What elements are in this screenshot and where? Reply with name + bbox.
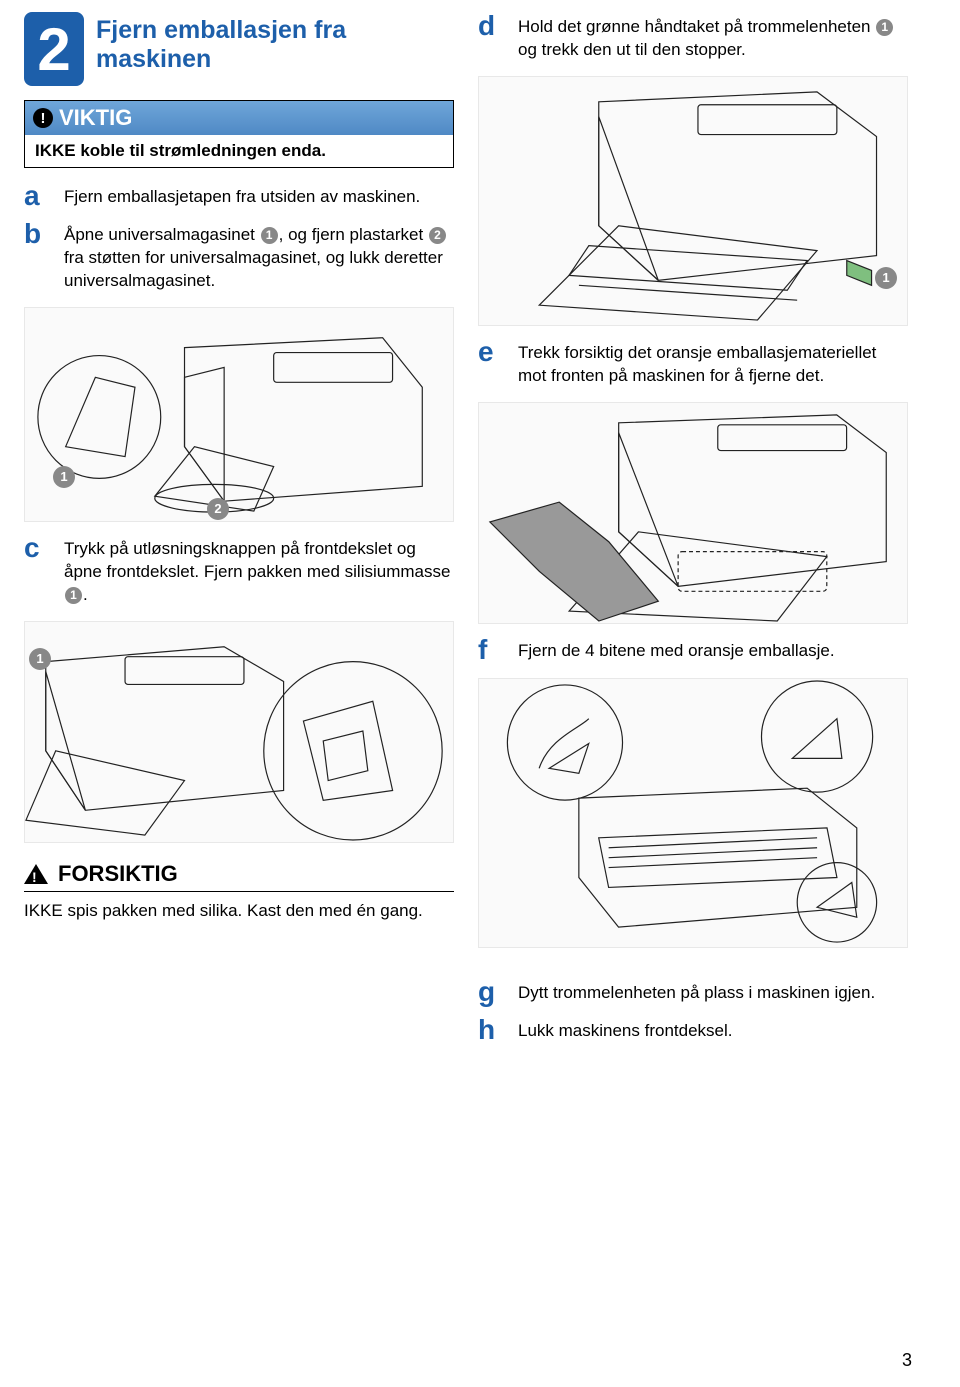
badge-1-icon: 1: [261, 227, 278, 244]
page-number: 3: [902, 1350, 912, 1371]
substep-f: f Fjern de 4 bitene med oransje emballas…: [478, 636, 908, 664]
substep-a: a Fjern emballasjetapen fra utsiden av m…: [24, 182, 454, 210]
substep-text: Trykk på utløsningsknappen på frontdeksl…: [64, 534, 454, 607]
badge-1-icon: 1: [875, 267, 897, 289]
important-icon: !: [33, 108, 53, 128]
illustration-b: 1 2: [24, 307, 454, 522]
printer-line-drawing-icon: [25, 622, 453, 842]
substep-letter: h: [478, 1016, 504, 1044]
substep-letter: f: [478, 636, 504, 664]
step-header: 2 Fjern emballasjen fra maskinen: [24, 12, 454, 86]
substep-text: Dytt trommelenheten på plass i maskinen …: [518, 978, 875, 1006]
printer-line-drawing-icon: [479, 403, 907, 623]
illustration-f: [478, 678, 908, 948]
substep-text: Lukk maskinens frontdeksel.: [518, 1016, 733, 1044]
substep-letter: a: [24, 182, 50, 210]
substep-h: h Lukk maskinens frontdeksel.: [478, 1016, 908, 1044]
substep-text: Hold det grønne håndtaket på trommelenhe…: [518, 12, 908, 62]
substep-text: Fjern de 4 bitene med oransje emballasje…: [518, 636, 835, 664]
important-box: ! VIKTIG IKKE koble til strømledningen e…: [24, 100, 454, 168]
caution-body: IKKE spis pakken med silika. Kast den me…: [24, 900, 454, 923]
substep-e: e Trekk forsiktig det oransje emballasje…: [478, 338, 908, 388]
substep-text: Fjern emballasjetapen fra utsiden av mas…: [64, 182, 420, 210]
printer-line-drawing-icon: [25, 308, 453, 521]
substep-text: Trekk forsiktig det oransje emballasjema…: [518, 338, 908, 388]
badge-1-icon: 1: [53, 466, 75, 488]
substep-letter: c: [24, 534, 50, 607]
important-label: VIKTIG: [59, 105, 132, 131]
warning-triangle-icon: [24, 864, 48, 884]
important-header: ! VIKTIG: [25, 101, 453, 135]
caution-header: FORSIKTIG: [24, 861, 454, 892]
badge-1-icon: 1: [29, 648, 51, 670]
illustration-d: 1: [478, 76, 908, 326]
substep-letter: e: [478, 338, 504, 388]
caution-label: FORSIKTIG: [58, 861, 178, 887]
illustration-e: [478, 402, 908, 624]
illustration-c: 1: [24, 621, 454, 843]
substep-letter: b: [24, 220, 50, 293]
printer-line-drawing-icon: [479, 679, 907, 947]
step-title: Fjern emballasjen fra maskinen: [96, 12, 346, 74]
substep-letter: d: [478, 12, 504, 62]
badge-2-icon: 2: [429, 227, 446, 244]
substep-g: g Dytt trommelenheten på plass i maskine…: [478, 978, 908, 1006]
substep-c: c Trykk på utløsningsknappen på frontdek…: [24, 534, 454, 607]
caution-box: FORSIKTIG IKKE spis pakken med silika. K…: [24, 861, 454, 923]
important-body: IKKE koble til strømledningen enda.: [25, 135, 453, 167]
badge-1-icon: 1: [876, 19, 893, 36]
substep-d: d Hold det grønne håndtaket på trommelen…: [478, 12, 908, 62]
step-number: 2: [37, 15, 70, 84]
substep-letter: g: [478, 978, 504, 1006]
printer-line-drawing-icon: [479, 77, 907, 325]
badge-1-icon: 1: [65, 587, 82, 604]
step-number-box: 2: [24, 12, 84, 86]
badge-2-icon: 2: [207, 498, 229, 520]
substep-b: b Åpne universalmagasinet 1, og fjern pl…: [24, 220, 454, 293]
substep-text: Åpne universalmagasinet 1, og fjern plas…: [64, 220, 454, 293]
